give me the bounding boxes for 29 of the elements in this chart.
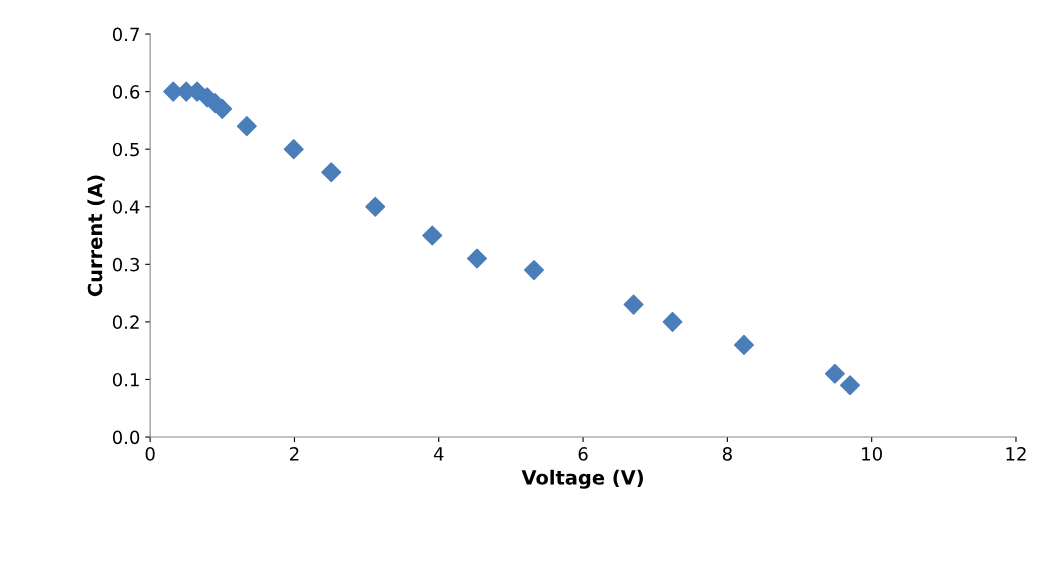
point xyxy=(466,248,488,269)
x-tick-label: 4 xyxy=(433,447,444,461)
point xyxy=(283,139,304,160)
point xyxy=(733,334,754,355)
x-tick-label: 2 xyxy=(290,447,299,461)
point xyxy=(523,260,545,281)
y-tick-label: 0.5 xyxy=(112,142,139,157)
x-tick-label: 6 xyxy=(578,447,588,461)
x-tick-label: 8 xyxy=(722,447,732,461)
point xyxy=(824,363,845,384)
y-tick-label: 0.4 xyxy=(112,200,140,214)
x-axis-title: Voltage (V) xyxy=(521,469,643,489)
x-tick-label: 12 xyxy=(1006,447,1026,461)
point xyxy=(662,311,683,332)
y-tick-label: 0.0 xyxy=(112,430,140,445)
y-tick-label: 0.6 xyxy=(112,85,140,99)
y-axis-title: Current (A) xyxy=(87,175,105,297)
point xyxy=(321,162,342,183)
y-tick-label: 0.1 xyxy=(112,372,139,387)
point xyxy=(422,225,443,246)
point xyxy=(365,196,386,217)
x-tick-label: 10 xyxy=(862,447,882,461)
y-tick-label: 0.7 xyxy=(112,27,139,42)
x-tick-label: 0 xyxy=(145,447,155,461)
y-tick-label: 0.2 xyxy=(112,315,139,329)
point xyxy=(623,294,644,315)
y-tick-label: 0.3 xyxy=(112,257,139,272)
point xyxy=(236,116,257,137)
point xyxy=(840,375,861,396)
